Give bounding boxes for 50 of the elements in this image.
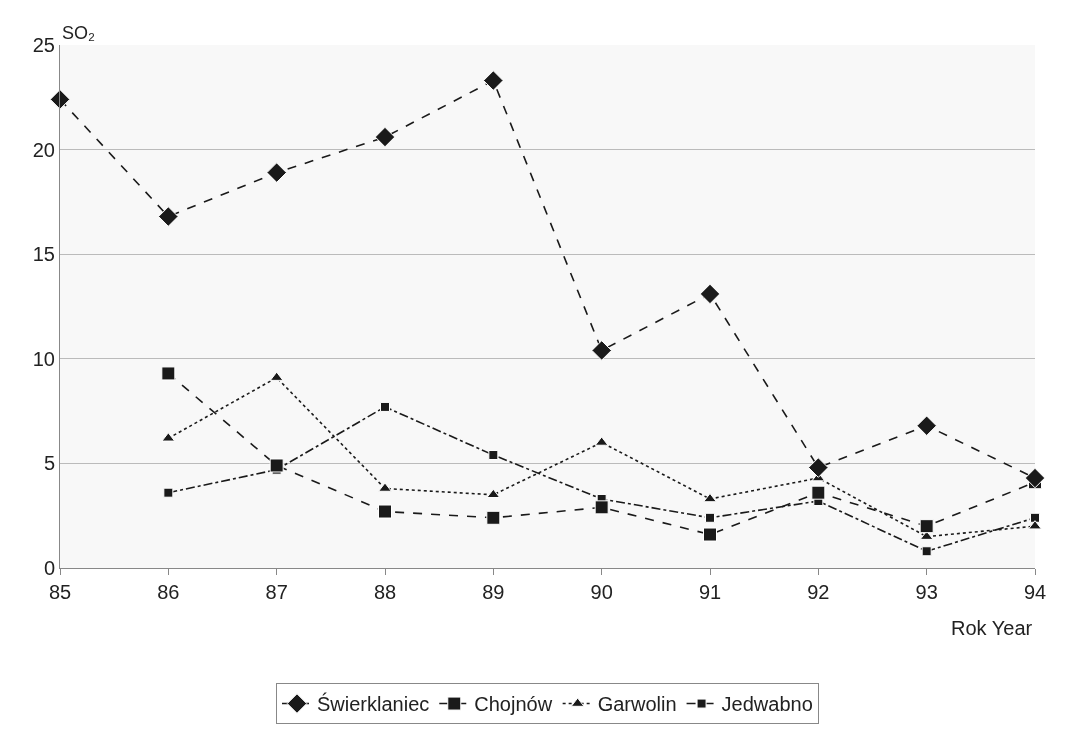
point xyxy=(378,504,392,519)
y-tick-label: 25 xyxy=(32,34,55,56)
point xyxy=(591,340,612,361)
point xyxy=(703,527,717,542)
point xyxy=(594,500,609,515)
point xyxy=(1028,520,1042,530)
point xyxy=(811,485,826,500)
legend-label: Jedwabno xyxy=(721,693,813,716)
x-tick-label: 89 xyxy=(482,581,505,603)
y-tick-label: 0 xyxy=(43,557,55,579)
x-tick-label: 87 xyxy=(265,581,288,603)
point xyxy=(380,401,390,412)
point xyxy=(158,206,179,227)
point xyxy=(699,283,721,305)
point xyxy=(378,482,392,492)
point xyxy=(705,512,715,523)
legend-label: Chojnów xyxy=(474,693,553,716)
y-tick-label: 10 xyxy=(32,347,55,370)
x-tick-label: 91 xyxy=(698,581,722,603)
legend-label: Świerklaniec xyxy=(317,692,430,716)
x-tick-label: 88 xyxy=(373,581,397,603)
x-tick-label: 92 xyxy=(807,581,830,603)
x-tick-label: 93 xyxy=(915,581,938,603)
y-tick-label: 20 xyxy=(32,138,55,161)
point xyxy=(49,89,71,110)
y-tick-label: 15 xyxy=(32,243,55,266)
legend-label: Garwolin xyxy=(597,693,677,716)
x-axis-title: Rok Year xyxy=(951,617,1033,639)
point xyxy=(486,488,501,499)
point xyxy=(808,457,829,478)
point xyxy=(266,162,287,183)
point xyxy=(916,415,937,436)
point xyxy=(1030,512,1040,523)
point xyxy=(488,450,499,461)
y-axis-title: SO₂ xyxy=(62,23,96,43)
point xyxy=(161,366,176,381)
x-tick-label: 94 xyxy=(1023,581,1047,603)
x-tick-label: 86 xyxy=(157,581,180,603)
x-tick-label: 85 xyxy=(48,581,72,603)
x-tick-label: 90 xyxy=(590,581,613,603)
point xyxy=(486,510,501,525)
point xyxy=(921,546,932,557)
point xyxy=(483,70,504,91)
point xyxy=(374,126,396,148)
point xyxy=(703,492,717,503)
point xyxy=(163,487,174,498)
y-tick-label: 5 xyxy=(43,452,55,475)
point xyxy=(1024,467,1046,489)
point xyxy=(269,458,284,473)
point xyxy=(919,519,934,534)
